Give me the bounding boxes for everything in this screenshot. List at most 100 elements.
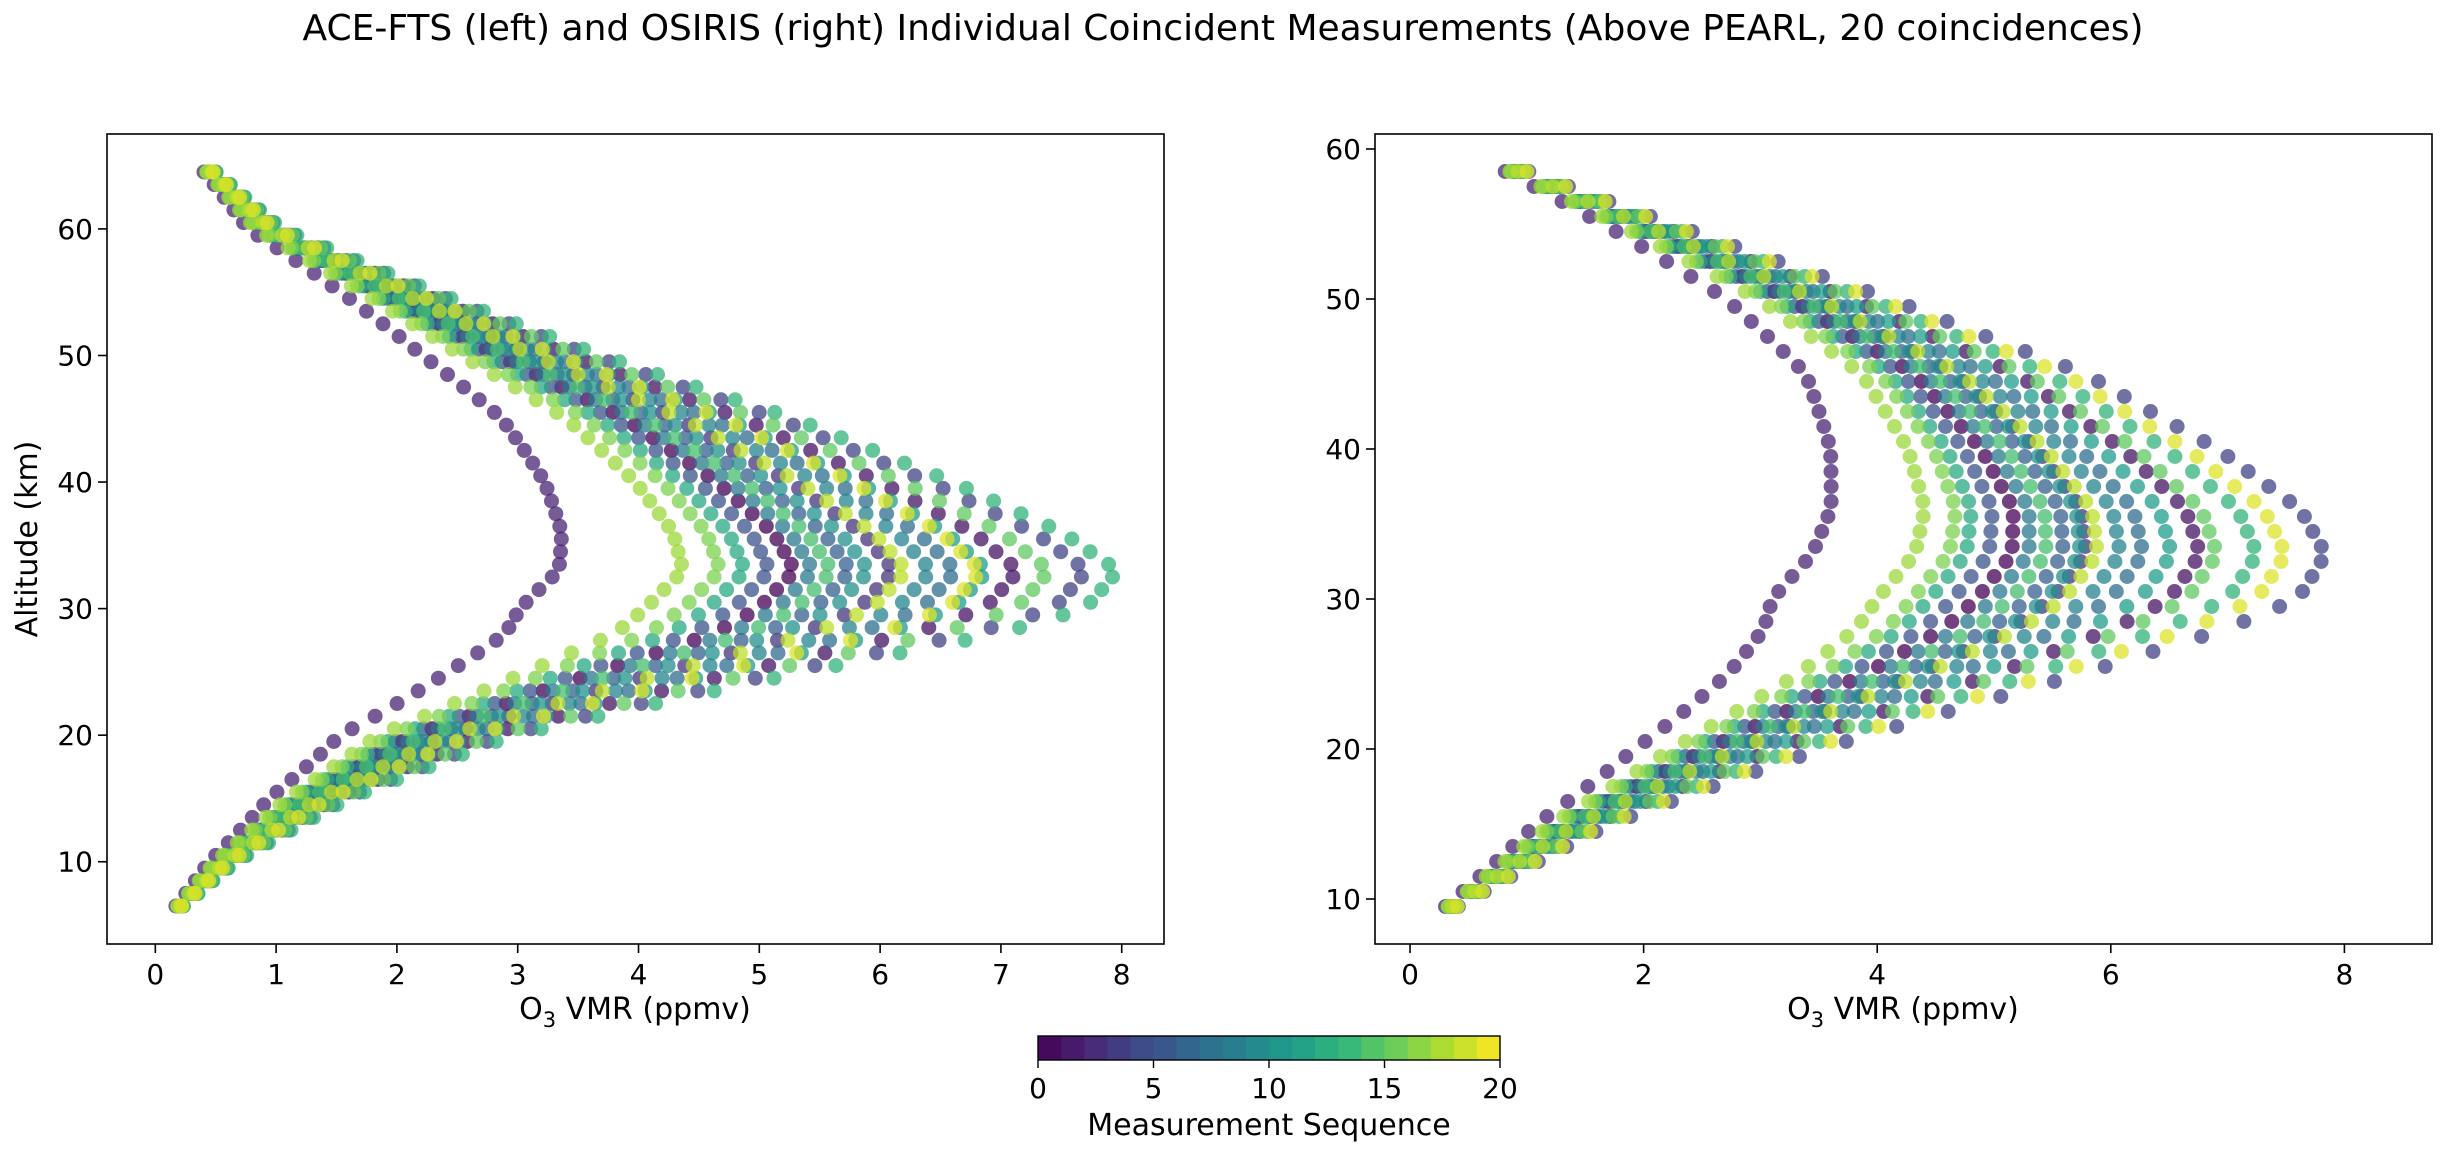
osiris-point bbox=[1884, 704, 1900, 719]
osiris-point bbox=[2045, 614, 2061, 629]
ace-fts-point bbox=[882, 544, 898, 560]
ace-fts-point bbox=[746, 531, 762, 547]
ace-fts-point bbox=[583, 670, 599, 686]
ace-fts-x-tick-label: 3 bbox=[509, 958, 527, 991]
ace-fts-point bbox=[942, 556, 958, 572]
ace-fts-point bbox=[714, 417, 730, 433]
ace-fts-point bbox=[1036, 531, 1051, 547]
ace-fts-point bbox=[871, 531, 887, 547]
osiris-point bbox=[2274, 539, 2290, 554]
ace-fts-point bbox=[533, 379, 549, 395]
ace-fts-point bbox=[389, 696, 405, 711]
ace-fts-point bbox=[416, 303, 432, 319]
ace-fts-point bbox=[815, 430, 831, 446]
osiris-point bbox=[2130, 479, 2145, 494]
ace-fts-point bbox=[666, 607, 682, 623]
ace-fts-point bbox=[533, 696, 549, 711]
ace-fts-point bbox=[675, 442, 691, 458]
osiris-point bbox=[2095, 419, 2110, 434]
osiris-point bbox=[2148, 569, 2164, 584]
ace-fts-point bbox=[578, 708, 593, 724]
ace-fts-point bbox=[756, 455, 772, 471]
ace-fts-point bbox=[245, 202, 261, 218]
osiris-point bbox=[1775, 344, 1791, 359]
osiris-point bbox=[1797, 689, 1813, 704]
osiris-point bbox=[1703, 719, 1719, 734]
osiris-point bbox=[2100, 629, 2116, 644]
ace-fts-point bbox=[431, 708, 447, 724]
osiris-point bbox=[2227, 479, 2243, 494]
ace-fts-point bbox=[756, 569, 772, 585]
osiris-point bbox=[2000, 419, 2016, 434]
ace-fts-point bbox=[634, 683, 650, 699]
ace-fts-point bbox=[653, 392, 669, 408]
ace-fts-point bbox=[631, 379, 647, 395]
ace-fts-point bbox=[527, 670, 543, 686]
ace-fts-point bbox=[899, 506, 915, 522]
ace-fts-point bbox=[874, 632, 890, 648]
ace-fts-point bbox=[802, 556, 818, 572]
ace-fts-point bbox=[648, 696, 664, 711]
osiris-point bbox=[1534, 824, 1550, 839]
ace-fts-point bbox=[869, 582, 885, 598]
ace-fts-point bbox=[702, 632, 718, 648]
ace-fts-point bbox=[878, 518, 894, 534]
osiris-point bbox=[1937, 389, 1953, 404]
osiris-point bbox=[2028, 419, 2044, 434]
ace-fts-point bbox=[667, 417, 683, 433]
ace-fts-point bbox=[949, 620, 965, 636]
ace-fts-point bbox=[864, 620, 880, 636]
osiris-point bbox=[1967, 629, 1983, 644]
osiris-point bbox=[2172, 614, 2188, 629]
ace-fts-point bbox=[678, 430, 694, 446]
osiris-point bbox=[1775, 269, 1791, 284]
osiris-point bbox=[2015, 554, 2031, 569]
ace-fts-point bbox=[907, 480, 923, 496]
ace-fts-point bbox=[803, 442, 819, 458]
ace-fts-point bbox=[528, 354, 544, 370]
osiris-point bbox=[2189, 449, 2205, 464]
osiris-point bbox=[2138, 464, 2154, 479]
osiris-point bbox=[1889, 719, 1905, 734]
osiris-point bbox=[2052, 479, 2068, 494]
ace-fts-point bbox=[569, 379, 585, 395]
ace-fts-point bbox=[1082, 544, 1098, 560]
osiris-point bbox=[1761, 254, 1777, 269]
ace-fts-point bbox=[440, 367, 455, 382]
ace-fts-point bbox=[539, 480, 555, 496]
osiris-point bbox=[1974, 584, 1990, 599]
ace-fts-point bbox=[858, 468, 874, 484]
osiris-point bbox=[1871, 659, 1886, 674]
osiris-point bbox=[1820, 434, 1836, 449]
osiris-point bbox=[1796, 719, 1812, 734]
ace-fts-point bbox=[735, 556, 750, 572]
ace-fts-point bbox=[906, 544, 922, 560]
ace-fts-point bbox=[323, 784, 339, 800]
ace-fts-point bbox=[647, 417, 663, 433]
colorbar-segment bbox=[1107, 1036, 1131, 1060]
osiris-point bbox=[1853, 674, 1869, 689]
osiris-point bbox=[1760, 329, 1775, 344]
osiris-point bbox=[1886, 674, 1902, 689]
ace-fts-point bbox=[507, 379, 523, 395]
ace-fts-point bbox=[312, 746, 328, 762]
osiris-point bbox=[1623, 224, 1639, 239]
osiris-point bbox=[1868, 389, 1884, 404]
osiris-point bbox=[1975, 554, 1991, 569]
ace-fts-point bbox=[550, 696, 566, 711]
ace-fts-point bbox=[761, 658, 777, 674]
ace-fts-point bbox=[930, 506, 946, 522]
osiris-point bbox=[1889, 389, 1905, 404]
ace-fts-point bbox=[1101, 556, 1117, 572]
ace-fts-point bbox=[693, 518, 709, 534]
ace-fts-point bbox=[335, 784, 351, 800]
osiris-point bbox=[1901, 614, 1917, 629]
osiris-point bbox=[1985, 464, 2001, 479]
ace-fts-point bbox=[785, 620, 801, 636]
osiris-point bbox=[1860, 644, 1876, 659]
ace-fts-point bbox=[966, 556, 982, 572]
ace-fts-point bbox=[865, 442, 881, 458]
ace-fts-point bbox=[598, 367, 614, 382]
osiris-point bbox=[1934, 464, 1950, 479]
osiris-point bbox=[1951, 359, 1967, 374]
